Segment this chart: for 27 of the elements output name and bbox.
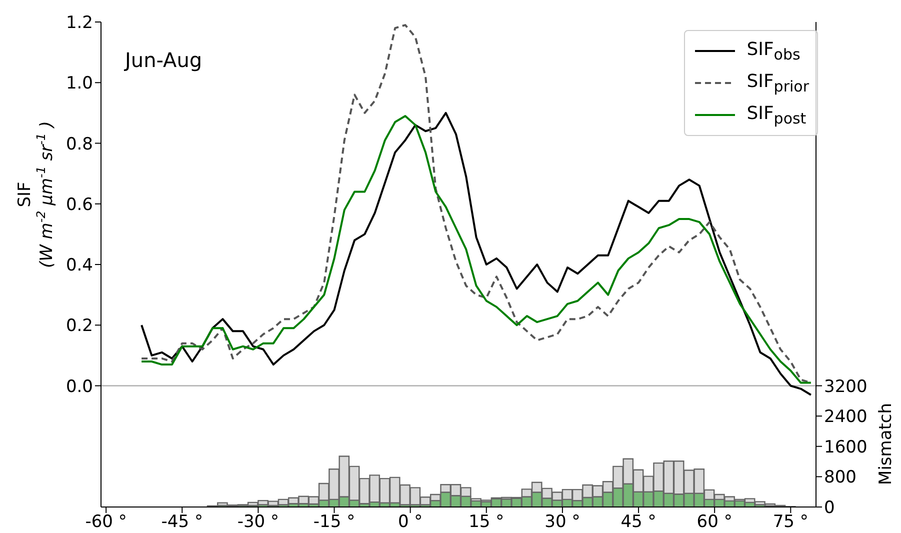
legend-label: SIF$_{prior}$ [746, 70, 809, 96]
legend-label: SIF$_{post}$ [746, 102, 806, 128]
x-tick-label: -60 ° [85, 512, 127, 532]
y-tick-label: 1.2 [66, 13, 93, 34]
y2-tick-label: 1600 [824, 437, 868, 458]
annotation: Jun-Aug [125, 48, 202, 72]
x-tick-label: 45 ° [620, 512, 656, 532]
x-tick-label: -15 ° [313, 512, 356, 532]
y-tick-label: 0.2 [66, 316, 93, 336]
y-tick-label: 0.8 [66, 134, 93, 154]
y2-axis-title: Mismatch [876, 402, 896, 485]
y2-tick-label: 2400 [824, 407, 868, 428]
x-tick-label: 30 ° [544, 512, 580, 532]
y2-tick-label: 800 [824, 468, 856, 488]
x-tick-label: -30 ° [237, 512, 280, 532]
x-tick-label: 0 ° [398, 512, 423, 532]
y2-tick-label: 0 [824, 498, 835, 518]
x-tick-label: 60 ° [696, 512, 732, 532]
y-tick-label: 1.0 [66, 74, 93, 94]
y-tick-label: 0.4 [66, 256, 93, 276]
x-tick-label: -45 ° [161, 512, 203, 532]
y-tick-label: 0.0 [66, 376, 93, 397]
y-tick-label: 0.6 [66, 194, 93, 215]
x-tick-label: 75 ° [772, 512, 808, 532]
y2-tick-label: 3200 [824, 376, 868, 397]
x-tick-label: 15 ° [468, 512, 504, 532]
legend-label: SIF$_{obs}$ [746, 38, 800, 64]
